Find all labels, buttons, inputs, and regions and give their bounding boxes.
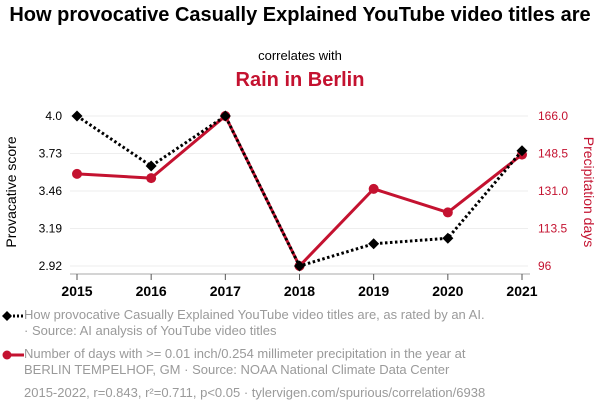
x-tick-label: 2018 — [284, 283, 315, 299]
y-tick-label-right: 96 — [538, 259, 552, 273]
y-tick-label-left: 4.0 — [45, 109, 62, 123]
chart-subtitle: correlates with — [258, 48, 342, 63]
data-point-provocative — [368, 238, 380, 250]
data-point-provocative — [294, 260, 305, 272]
y-tick-label-left: 2.92 — [39, 259, 63, 273]
x-tick-label: 2020 — [432, 283, 463, 299]
data-point-rain — [368, 183, 379, 194]
data-point-rain — [146, 173, 157, 184]
legend-dotted-diamond-icon — [2, 311, 24, 321]
axes: 4.0 3.73 3.46 3.19 2.92 166.0 148.5 131.0 113.5 9… — [39, 109, 569, 299]
legend-item-rain: Number of days with >= 0.01 inch/0.254 m… — [2, 346, 594, 378]
data-point-provocative — [219, 110, 231, 122]
legend-text-line: How provocative Casually Explained YouTu… — [24, 307, 485, 322]
y-tick-label-right: 166.0 — [538, 109, 568, 123]
y-tick-label-right: 148.5 — [538, 147, 568, 161]
legend-source-line: · Source: AI analysis of YouTube video t… — [24, 323, 277, 338]
data-point-rain — [442, 207, 453, 218]
x-tick-label: 2015 — [61, 283, 92, 299]
data-point-provocative — [442, 232, 454, 244]
x-tick-label: 2017 — [210, 283, 241, 299]
chart-title-text: How provocative Casually Explained YouTu… — [9, 4, 591, 26]
data-point-provocative — [145, 160, 157, 172]
legend-item-provocative: How provocative Casually Explained YouTu… — [2, 307, 594, 339]
footer-stats: 2015-2022, r=0.843, r²=0.711, p<0.05 · t… — [24, 385, 486, 400]
y-axis-label-left: Provacative score — [3, 136, 19, 247]
legend-source-line: BERLIN TEMPELHOF, GM · Source: NOAA Nati… — [24, 362, 450, 377]
y-tick-label-right: 131.0 — [538, 184, 568, 198]
data-point-rain — [72, 168, 82, 179]
chart-title-2: Rain in Berlin — [235, 69, 365, 91]
x-tick-label: 2016 — [136, 283, 167, 299]
x-tick-label: 2019 — [358, 283, 389, 299]
y-tick-label-left: 3.73 — [39, 147, 63, 161]
chart-title: How provocative Casually Explained YouTu… — [0, 4, 600, 26]
x-tick-label: 2021 — [506, 283, 537, 299]
legend-text-line: Number of days with >= 0.01 inch/0.254 m… — [24, 346, 466, 361]
data-point-provocative — [516, 145, 528, 157]
y-tick-label-right: 113.5 — [538, 222, 567, 236]
gridlines — [70, 115, 528, 267]
data-point-provocative — [71, 110, 83, 122]
legend-line-circle-icon — [2, 350, 24, 360]
y-axis-label-right: Precipitation days — [581, 137, 597, 248]
y-tick-label-left: 3.19 — [39, 222, 63, 236]
series-group — [71, 110, 528, 272]
y-tick-label-left: 3.46 — [39, 184, 63, 198]
